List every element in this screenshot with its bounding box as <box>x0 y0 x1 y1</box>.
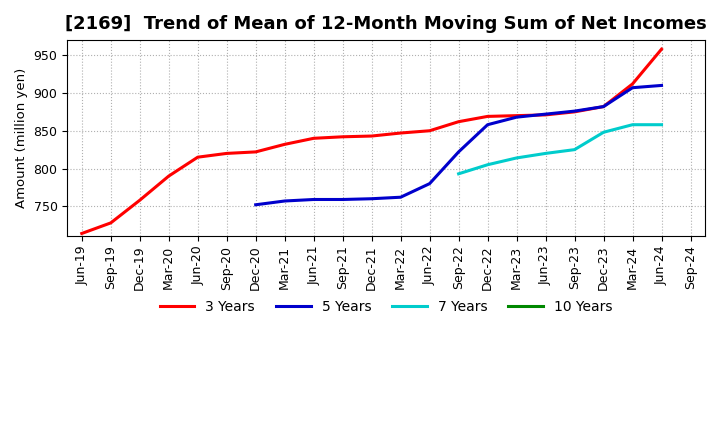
7 Years <box>512 155 521 161</box>
3 Years <box>222 151 231 156</box>
7 Years <box>483 162 492 167</box>
3 Years <box>570 109 579 114</box>
3 Years <box>512 113 521 118</box>
5 Years <box>483 122 492 127</box>
5 Years <box>541 111 550 117</box>
7 Years <box>657 122 666 127</box>
Y-axis label: Amount (million yen): Amount (million yen) <box>15 68 28 209</box>
3 Years <box>599 104 608 109</box>
5 Years <box>280 198 289 204</box>
3 Years <box>657 47 666 52</box>
3 Years <box>310 136 318 141</box>
3 Years <box>194 154 202 160</box>
5 Years <box>310 197 318 202</box>
3 Years <box>483 114 492 119</box>
Line: 3 Years: 3 Years <box>82 49 662 234</box>
7 Years <box>570 147 579 152</box>
5 Years <box>338 197 347 202</box>
5 Years <box>454 149 463 154</box>
3 Years <box>338 134 347 139</box>
Title: [2169]  Trend of Mean of 12-Month Moving Sum of Net Incomes: [2169] Trend of Mean of 12-Month Moving … <box>66 15 707 33</box>
3 Years <box>251 149 260 154</box>
5 Years <box>599 104 608 109</box>
7 Years <box>454 171 463 176</box>
3 Years <box>454 119 463 125</box>
7 Years <box>629 122 637 127</box>
5 Years <box>251 202 260 207</box>
7 Years <box>541 151 550 156</box>
Line: 5 Years: 5 Years <box>256 85 662 205</box>
5 Years <box>396 194 405 200</box>
3 Years <box>541 112 550 117</box>
3 Years <box>135 198 144 203</box>
5 Years <box>426 181 434 186</box>
5 Years <box>367 196 376 202</box>
5 Years <box>629 85 637 90</box>
3 Years <box>367 133 376 139</box>
3 Years <box>426 128 434 133</box>
5 Years <box>657 83 666 88</box>
3 Years <box>107 220 115 226</box>
3 Years <box>78 231 86 236</box>
5 Years <box>512 114 521 120</box>
3 Years <box>280 142 289 147</box>
3 Years <box>629 81 637 87</box>
3 Years <box>396 130 405 136</box>
3 Years <box>164 173 173 179</box>
Legend: 3 Years, 5 Years, 7 Years, 10 Years: 3 Years, 5 Years, 7 Years, 10 Years <box>154 295 618 320</box>
5 Years <box>570 109 579 114</box>
Line: 7 Years: 7 Years <box>459 125 662 174</box>
7 Years <box>599 130 608 135</box>
